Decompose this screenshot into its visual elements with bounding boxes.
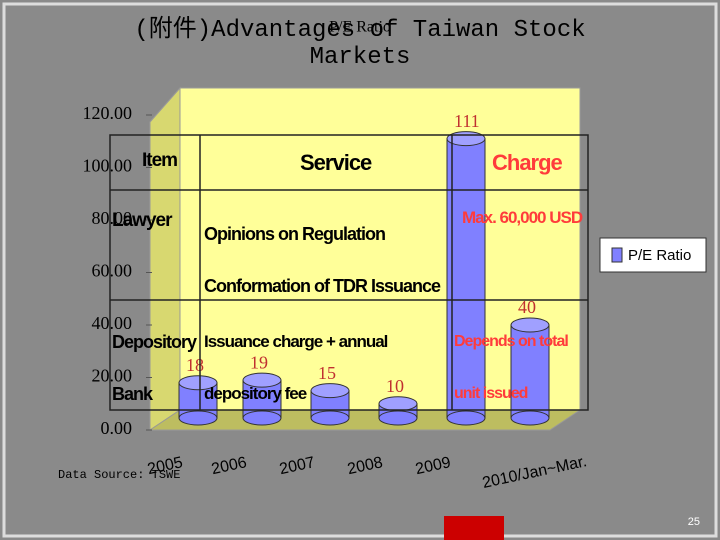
table-header: Service (300, 150, 372, 175)
value-label: 40 (518, 297, 536, 317)
bar-base (178, 410, 218, 426)
table-cell: Depends on total unit issued (454, 333, 569, 402)
value-label: 111 (454, 111, 480, 131)
footer-bar (444, 516, 504, 540)
bar-cap (242, 372, 282, 388)
bar-base (510, 410, 550, 426)
y-tick-label: 100.00 (83, 156, 133, 176)
bar-cap (310, 383, 350, 399)
y-tick-label: 40.00 (92, 313, 133, 333)
table-cell: Depository Bank (112, 332, 197, 404)
table-cell: Opinions on Regulation Conformation of T… (204, 224, 441, 296)
table-header: Charge (492, 150, 563, 175)
bar-cap (510, 317, 550, 333)
bar-base (310, 410, 350, 426)
slide-title: (附件)Advantages of Taiwan Stock Markets (0, 8, 720, 71)
table-header: Item (142, 150, 178, 171)
slide-title-text: (附件)Advantages of Taiwan Stock Markets (134, 17, 586, 71)
page-number: 25 (688, 516, 700, 528)
y-tick-label: 120.00 (83, 103, 133, 123)
table-cell: Lawyer (112, 210, 172, 231)
y-tick-label: 20.00 (92, 366, 133, 386)
legend: P/E Ratio (599, 237, 707, 273)
y-tick-label: 0.00 (101, 418, 133, 438)
value-label: 19 (250, 352, 268, 372)
data-source: Data Source: TSWE (58, 468, 180, 482)
chart-title: P/E Ratio (329, 19, 391, 36)
bar-base (378, 410, 418, 426)
y-tick-label: 80.00 (92, 208, 133, 228)
legend-swatch (611, 247, 623, 263)
table-cell: Max. 60,000 USD (462, 208, 583, 227)
bar-base (446, 410, 486, 426)
bar-base (242, 410, 282, 426)
bar-cap (178, 375, 218, 391)
y-tick-label: 60.00 (92, 261, 133, 281)
value-label: 10 (386, 376, 404, 396)
table-cell: Issuance charge + annual depository fee (204, 332, 388, 403)
legend-label: P/E Ratio (628, 247, 691, 264)
value-label: 15 (318, 363, 336, 383)
